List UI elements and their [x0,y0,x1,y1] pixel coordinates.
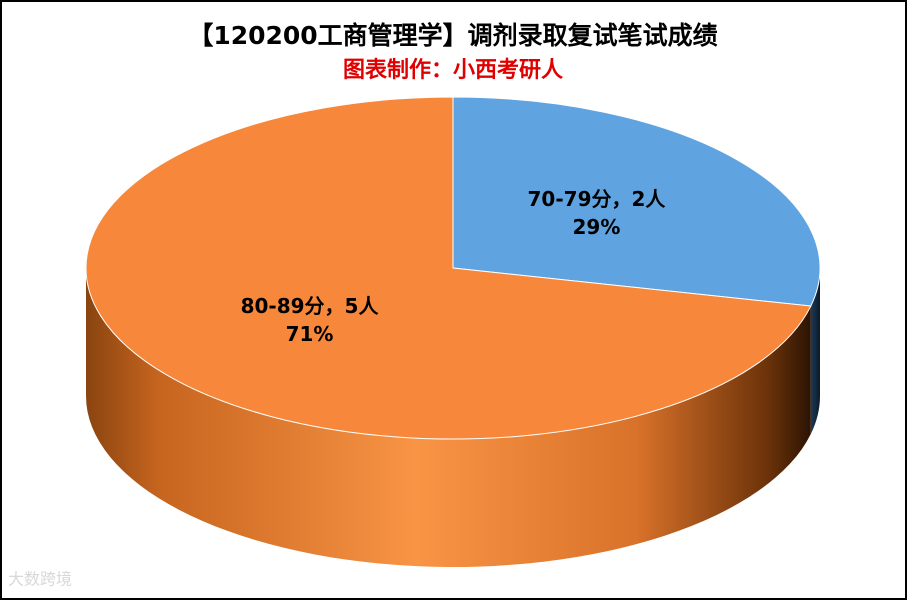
chart-subtitle: 图表制作：小西考研人 [343,58,563,83]
data-label: 80-89分，5人 [241,294,380,318]
data-label: 70-79分，2人 [528,187,667,211]
pie-side [810,268,820,435]
watermark: 大数跨境 [8,570,72,589]
chart-title: 【120200工商管理学】调剂录取复试笔试成绩 [188,21,717,50]
percent-label: 29% [573,215,621,239]
pie-slice [85,96,812,440]
pie-slice [452,96,821,307]
pie: 70-79分，2人 29% 80-89分，5人 71% [85,96,821,567]
pie-side [86,268,811,567]
percent-label: 71% [286,322,334,346]
